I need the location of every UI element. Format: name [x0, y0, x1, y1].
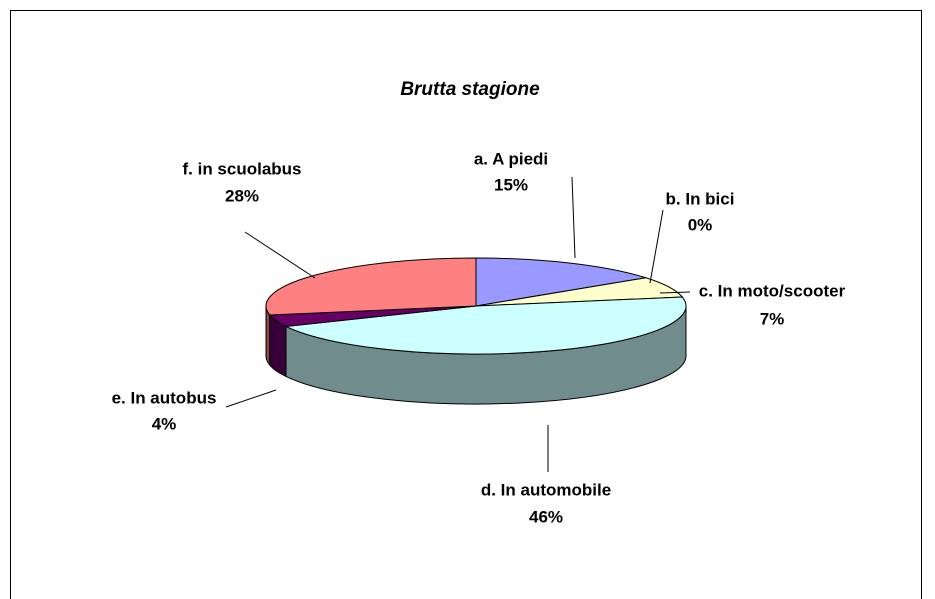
- chart-frame: [10, 10, 922, 599]
- leader-line: [244, 231, 316, 279]
- leader-line: [659, 291, 691, 294]
- leader-line: [225, 389, 277, 408]
- slice: [265, 257, 477, 316]
- slice-value: 46%: [529, 507, 563, 526]
- slice: [284, 296, 687, 355]
- slice-label: e. In autobus: [112, 388, 217, 407]
- slice-label: f. in scuolabus: [182, 159, 301, 178]
- slice-value: 28%: [225, 186, 259, 205]
- slice-value: 0%: [688, 215, 713, 234]
- leader-line: [649, 209, 664, 284]
- slice-value: 7%: [760, 309, 785, 328]
- slice-label: c. In moto/scooter: [699, 281, 846, 300]
- slice-value: 15%: [494, 175, 528, 194]
- slice-label: b. In bici: [666, 189, 735, 208]
- slice-label: a. A piedi: [474, 149, 548, 168]
- leader-line: [571, 176, 576, 259]
- chart-title: Brutta stagione: [400, 79, 540, 100]
- slice-label: d. In automobile: [481, 480, 611, 499]
- slice-value: 4%: [152, 414, 177, 433]
- slice: [475, 257, 647, 307]
